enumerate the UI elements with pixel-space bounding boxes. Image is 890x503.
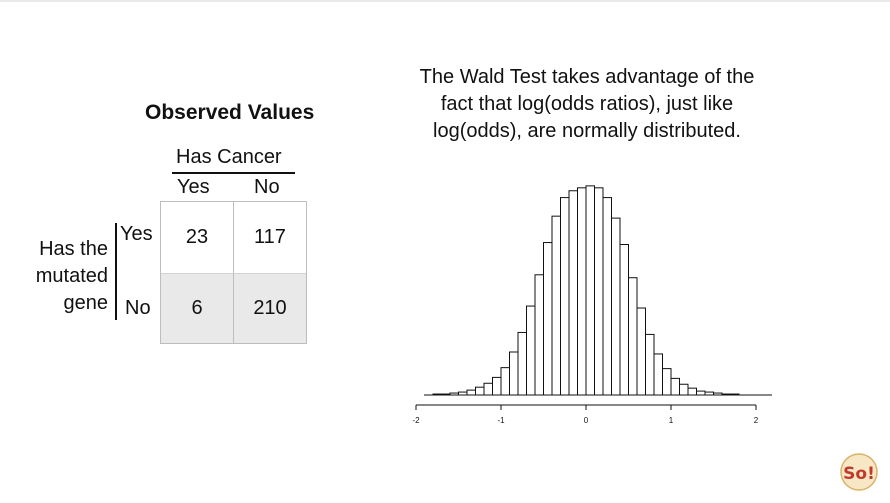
- histogram-bar: [517, 331, 527, 396]
- row-header-yes: Yes: [120, 223, 153, 245]
- cell-yes-no: 117: [254, 226, 286, 248]
- histogram-bar: [560, 197, 570, 396]
- histogram-bar: [679, 383, 689, 396]
- histogram-bar: [602, 197, 612, 396]
- histogram-bar: [466, 389, 476, 396]
- histogram-bar: [509, 351, 519, 396]
- histogram-bar: [662, 368, 672, 396]
- histogram-bar: [543, 242, 553, 396]
- histogram-bar: [687, 387, 697, 396]
- histogram-bar: [492, 376, 502, 396]
- col-group-underline: [172, 172, 295, 174]
- histogram-bar: [500, 367, 510, 396]
- col-header-yes: Yes: [177, 176, 210, 198]
- histogram-bar: [696, 390, 706, 396]
- histogram-bar: [628, 277, 638, 396]
- x-axis-tick-label: 0: [584, 416, 589, 425]
- row-group-line-1: Has the: [39, 238, 108, 260]
- top-divider: [0, 0, 890, 2]
- histogram-bar: [551, 215, 561, 396]
- x-axis-tick-label: -2: [412, 416, 420, 425]
- col-group-label: Has Cancer: [176, 146, 282, 168]
- histogram-bar: [653, 353, 663, 396]
- histogram-bar: [526, 305, 536, 396]
- histogram-bar: [619, 244, 629, 396]
- histogram-bar: [670, 377, 680, 396]
- histogram-bar: [585, 185, 595, 396]
- statquest-logo: So!: [840, 453, 878, 491]
- histogram-bar: [611, 217, 621, 396]
- histogram-bar: [645, 333, 655, 396]
- contingency-table: 23 117 6 210: [160, 201, 307, 344]
- logo-text: So!: [843, 464, 875, 484]
- x-axis-tick-label: 1: [669, 416, 674, 425]
- histogram-bar: [636, 307, 646, 396]
- row-header-no: No: [125, 297, 151, 319]
- wald-test-text: The Wald Test takes advantage of the fac…: [419, 66, 755, 142]
- cell-no-yes: 6: [161, 273, 234, 343]
- x-axis-tick-label: -1: [497, 416, 505, 425]
- histogram-bar: [483, 382, 493, 396]
- observed-values-title: Observed Values: [145, 101, 315, 124]
- col-header-no: No: [254, 176, 280, 198]
- histogram-bar: [594, 187, 604, 396]
- row-group-bracket: [115, 223, 117, 320]
- cell-yes-yes: 23: [161, 202, 234, 273]
- row-group-label: Has the mutated gene: [18, 236, 108, 317]
- histogram-bar: [534, 274, 544, 396]
- cell-no-no: 210: [234, 273, 306, 343]
- histogram-bar: [568, 190, 578, 396]
- row-group-line-3: gene: [63, 292, 109, 314]
- histogram-bar: [577, 187, 587, 396]
- x-axis-tick-label: 2: [754, 416, 759, 425]
- histogram-bar: [475, 386, 485, 396]
- row-group-line-2: mutated: [35, 265, 108, 287]
